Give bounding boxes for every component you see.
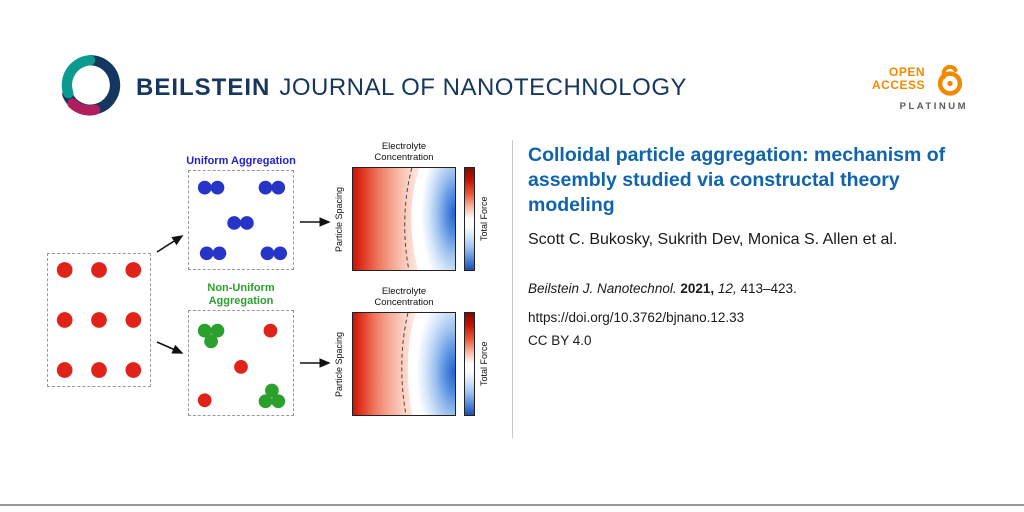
open-access-badge: OPEN ACCESS PLATINUM [848,60,968,112]
contour-plot-bottom [352,312,456,416]
beilstein-logo [57,52,123,118]
beilstein-swirl-icon [61,55,121,116]
citation-volume: 12, [717,281,737,296]
y-axis-label-bottom: Particle Spacing [334,331,344,397]
mixed-cluster-particles-icon [197,323,286,409]
uniform-aggregation-label: Uniform Aggregation [186,155,296,167]
article-doi-link[interactable]: https://doi.org/10.3762/bjnano.12.33 [528,310,745,325]
colorbar-label-bottom: Total Force [479,341,489,387]
journal-name-rest: JOURNAL OF NANOTECHNOLOGY [279,74,687,101]
citation-pages: 413–423. [740,281,797,296]
open-lock-icon [937,64,963,96]
colorbar-top [464,167,475,271]
contour-plot-top [352,167,456,271]
article-authors: Scott C. Bukosky, Sukrith Dev, Monica S.… [528,231,898,248]
bottom-rule [0,504,1024,506]
colorbar-label-top: Total Force [479,196,489,242]
contour-field-bottom-icon [353,313,455,415]
nonuniform-aggregation-label: Non-Uniform Aggregation [207,282,275,308]
vertical-divider [512,140,513,438]
open-access-open-label: OPEN [888,64,925,79]
y-axis-label-top: Particle Spacing [334,186,344,252]
citation-journal: Beilstein J. Nanotechnol. [528,281,677,296]
contour-field-top-icon [353,168,455,270]
red-particle-grid-icon [56,262,142,378]
article-citation: Beilstein J. Nanotechnol. 2021, 12, 413–… [528,281,976,296]
journal-title: BEILSTEIN JOURNAL OF NANOTECHNOLOGY [136,74,687,102]
open-access-platinum-label: PLATINUM [899,101,968,112]
flow-arrows [156,217,331,368]
open-access-access-label: ACCESS [871,78,925,92]
plot-title-bottom: Electrolyte Concentration [374,286,434,309]
plot-title-top: Electrolyte Concentration [374,141,434,164]
citation-year: 2021, [680,281,715,296]
colorbar-bottom [464,312,475,416]
uniform-aggregation-box [188,170,294,270]
journal-name-bold: BEILSTEIN [136,74,271,101]
blue-dimer-particles-icon [197,180,288,261]
source-particle-lattice [47,253,151,387]
article-title: Colloidal particle aggregation: mechanis… [528,144,946,216]
article-license: CC BY 4.0 [528,333,592,348]
nonuniform-aggregation-box [188,310,294,416]
